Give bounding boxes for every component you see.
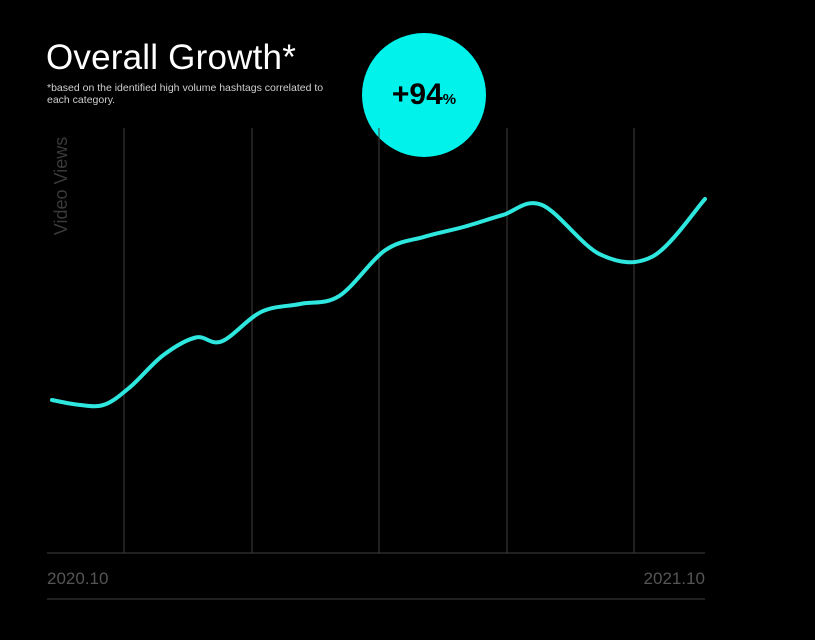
growth-badge: +94 % — [362, 33, 486, 157]
axis-layer — [47, 552, 705, 600]
x-tick-label: 2021.10 — [644, 569, 705, 588]
x-tick-label: 2020.10 — [47, 569, 108, 588]
video-views-line — [50, 197, 707, 409]
series-layer — [50, 197, 707, 409]
growth-value: +94 — [391, 78, 443, 111]
page-title: Overall Growth* — [46, 38, 297, 77]
footnote: *based on the identified high volume has… — [47, 82, 324, 106]
growth-unit: % — [442, 90, 457, 108]
grid-layer — [123, 128, 635, 553]
label-layer: Video Views 2020.10 2021.10 — [47, 137, 705, 588]
y-axis-label: Video Views — [51, 137, 71, 235]
